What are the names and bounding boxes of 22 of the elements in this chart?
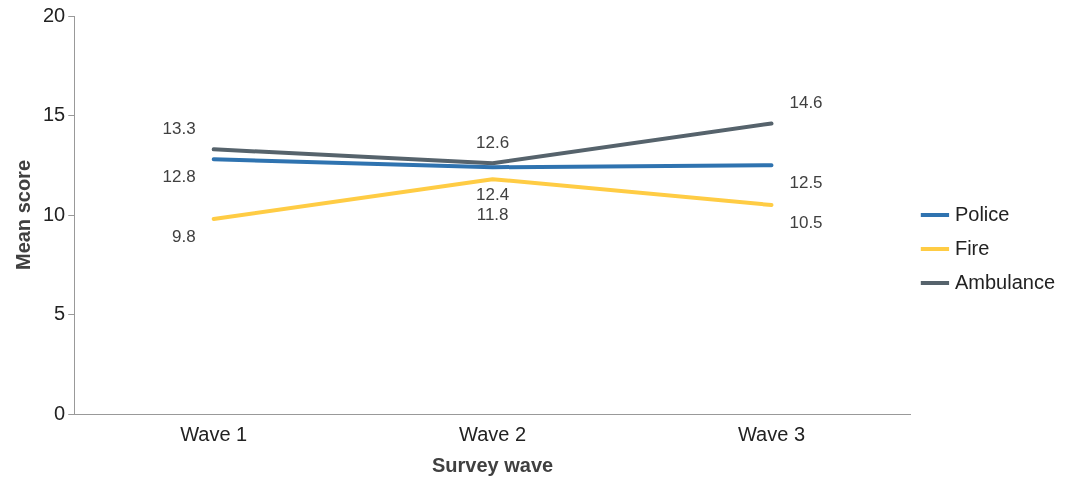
y-tick-label: 0 <box>54 401 66 424</box>
y-tick-label: 15 <box>43 103 66 126</box>
data-label: 11.8 <box>476 204 509 224</box>
legend-label: Ambulance <box>954 270 1055 293</box>
y-axis-title: Mean score <box>11 159 34 271</box>
data-label: 14.6 <box>789 93 823 113</box>
data-label: 12.6 <box>476 132 510 152</box>
x-tick-label: Wave 2 <box>459 422 527 445</box>
y-tick-label: 5 <box>54 302 66 325</box>
x-axis-title: Survey wave <box>431 453 554 476</box>
data-label: 12.4 <box>476 184 510 204</box>
x-tick-label: Wave 1 <box>180 422 248 445</box>
legend-label: Fire <box>954 236 990 259</box>
data-label: 12.5 <box>789 172 823 192</box>
data-label: 9.8 <box>172 226 196 246</box>
data-label: 13.3 <box>162 119 196 139</box>
data-label: 12.8 <box>162 166 196 186</box>
x-tick-label: Wave 3 <box>737 422 806 445</box>
y-tick-label: 20 <box>43 3 66 26</box>
y-tick-label: 10 <box>43 202 66 225</box>
legend-label: Police <box>954 202 1010 225</box>
data-label: 10.5 <box>789 212 823 232</box>
